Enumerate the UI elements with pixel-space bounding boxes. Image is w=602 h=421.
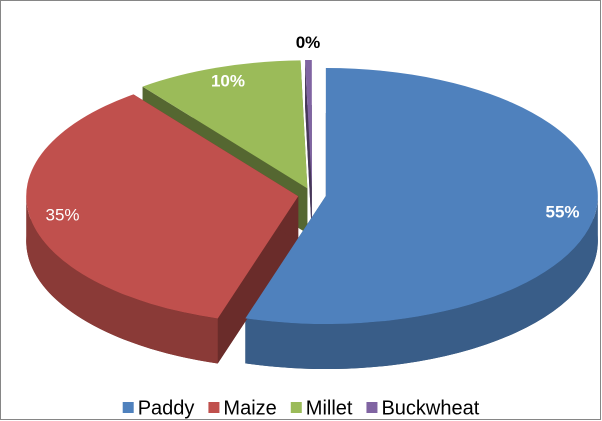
legend-swatch <box>208 402 220 413</box>
legend: Paddy Maize Millet Buckwheat <box>122 397 480 419</box>
slice-rim <box>245 196 598 370</box>
slices <box>26 60 598 325</box>
legend-label: Millet <box>306 397 353 419</box>
legend-label: Buckwheat <box>381 397 479 419</box>
data-labels: 55% 35% 10% 0% <box>46 33 580 224</box>
legend-swatch <box>122 402 134 413</box>
slice <box>142 60 308 189</box>
legend-swatch <box>290 402 302 413</box>
legend-swatch <box>366 402 378 413</box>
data-label: 55% <box>545 202 579 221</box>
data-label: 10% <box>211 72 245 91</box>
slice-wall <box>217 196 299 364</box>
slice <box>26 94 299 319</box>
data-label: 35% <box>46 205 80 224</box>
legend-label: Maize <box>223 397 276 419</box>
data-label: 0% <box>296 33 321 52</box>
legend-label: Paddy <box>138 397 195 419</box>
slice <box>305 60 312 189</box>
slice-rim <box>26 196 218 364</box>
slice <box>245 68 598 325</box>
slice-wall <box>305 60 312 234</box>
